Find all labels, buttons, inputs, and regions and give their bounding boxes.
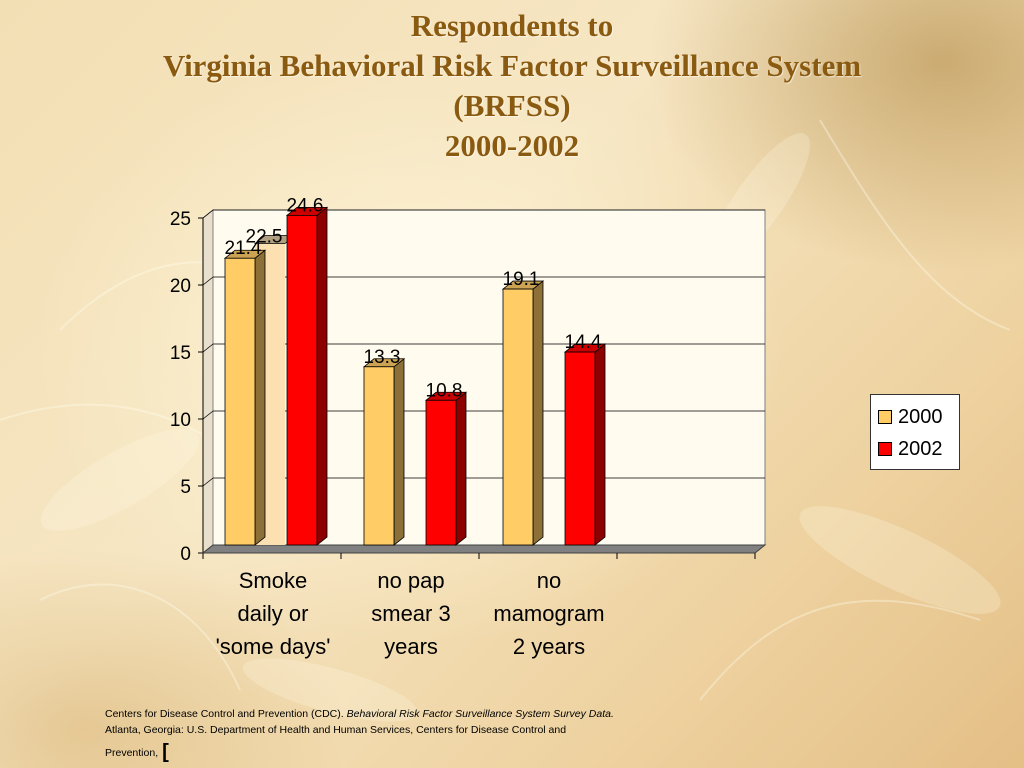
bar-2002-1-side — [455, 391, 467, 546]
bar-2002-1 — [425, 399, 457, 546]
legend-label-2002: 2002 — [898, 437, 943, 460]
y-tick-label: 15 — [170, 343, 191, 364]
bar-2000-1-side — [393, 357, 405, 546]
data-label: 24.6 — [287, 195, 324, 216]
y-tick-label: 10 — [170, 410, 191, 431]
legend-swatch-2002 — [878, 442, 892, 456]
data-label: 21.4 — [225, 238, 262, 259]
source-bracket: [ — [162, 741, 169, 763]
title-line-4: 2000-2002 — [444, 128, 580, 163]
y-tick-label: 25 — [170, 209, 191, 230]
y-tick-label: 20 — [170, 276, 191, 297]
bar-2000-2-side — [532, 280, 544, 546]
gridline-side — [202, 209, 214, 219]
gridline-side — [202, 276, 214, 286]
x-tick-label: mamogram — [493, 601, 604, 626]
data-label: 13.3 — [364, 347, 401, 368]
bar-2000-1 — [363, 366, 395, 546]
source-org: Centers for Disease Control and Preventi… — [105, 708, 347, 720]
title-line-1: Respondents to — [410, 8, 614, 43]
source-publisher-cont: Prevention, — [105, 747, 159, 759]
legend-item-2002: 2002 — [878, 433, 959, 465]
x-tick-label: no — [537, 568, 561, 593]
bar-2002-0 — [286, 214, 318, 546]
y-tick-label: 5 — [180, 477, 191, 498]
x-tick-label: 'some days' — [216, 634, 331, 659]
plot-side-wall — [202, 208, 214, 555]
legend-label-2000: 2000 — [898, 405, 943, 428]
data-label: 19.1 — [503, 269, 540, 290]
title-line-3: (BRFSS) — [453, 88, 571, 123]
legend-swatch-2000 — [878, 410, 892, 424]
plot-floor — [201, 544, 767, 554]
source-citation: Centers for Disease Control and Preventi… — [105, 706, 705, 763]
bar-2002-0-side — [316, 206, 328, 546]
bar-2002-2 — [564, 351, 596, 546]
page-title: Respondents to Virginia Behavioral Risk … — [0, 6, 1024, 166]
x-tick-label: no pap — [377, 568, 444, 593]
data-label: 14.4 — [565, 332, 602, 353]
source-publisher: Atlanta, Georgia: U.S. Department of Hea… — [105, 724, 567, 736]
gridline-side — [202, 343, 214, 353]
title-line-2: Virginia Behavioral Risk Factor Surveill… — [162, 48, 862, 83]
bar-2000-0-side — [254, 249, 266, 546]
bar-2000-0 — [224, 257, 256, 546]
x-tick-label: smear 3 — [371, 601, 450, 626]
bar-2002-2-side — [594, 343, 606, 546]
data-label-extra: 22.5 — [246, 227, 283, 248]
x-tick-label: daily or — [238, 601, 309, 626]
x-tick-label: Smoke — [239, 568, 307, 593]
source-title: Behavioral Risk Factor Surveillance Syst… — [346, 708, 614, 720]
x-tick-label: years — [384, 634, 438, 659]
x-tick-label: 2 years — [513, 634, 585, 659]
gridline-side — [202, 477, 214, 487]
gridline-side — [202, 410, 214, 420]
chart-legend: 2000 2002 — [870, 394, 960, 470]
y-tick-label: 0 — [180, 544, 191, 565]
bar-2000-2 — [502, 288, 534, 546]
data-label: 10.8 — [426, 380, 463, 401]
legend-item-2000: 2000 — [878, 401, 959, 433]
